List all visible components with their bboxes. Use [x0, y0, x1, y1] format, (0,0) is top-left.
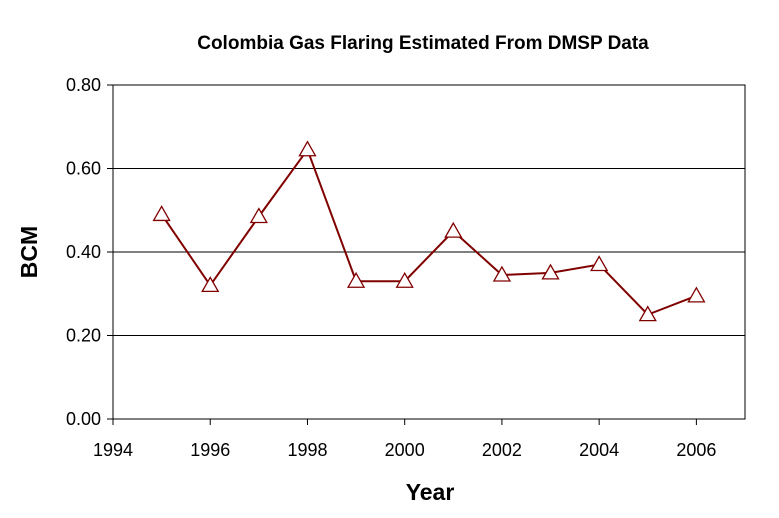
data-point-1999 — [346, 271, 366, 288]
data-point-1997 — [249, 207, 268, 224]
y-tick-label: 0.00 — [66, 409, 101, 429]
y-tick-label: 0.40 — [66, 242, 101, 262]
x-axis-title: Year — [406, 479, 455, 505]
y-axis-title: BCM — [16, 226, 42, 278]
data-point-2002 — [492, 265, 512, 282]
y-tick-label: 0.80 — [66, 75, 101, 95]
x-tick-label: 1994 — [93, 440, 133, 460]
x-tick-label: 1996 — [190, 440, 230, 460]
data-point-1996 — [201, 276, 220, 293]
y-tick-label: 0.60 — [66, 159, 101, 179]
x-tick-label: 2006 — [676, 440, 716, 460]
data-point-2001 — [444, 221, 463, 238]
x-tick-label: 1998 — [287, 440, 327, 460]
x-tick-label: 2002 — [482, 440, 522, 460]
data-point-2005 — [638, 305, 657, 322]
y-axis: 0.00 0.20 0.40 0.60 0.80 — [66, 75, 113, 429]
data-point-1995 — [152, 205, 171, 222]
data-point-2000 — [395, 271, 414, 288]
data-point-2006 — [687, 286, 706, 303]
x-tick-label: 2004 — [579, 440, 619, 460]
y-tick-label: 0.20 — [66, 326, 101, 346]
data-point-1998 — [298, 140, 317, 157]
chart-title: Colombia Gas Flaring Estimated From DMSP… — [197, 33, 649, 54]
x-tick-label: 2000 — [385, 440, 425, 460]
series-line — [160, 147, 697, 316]
data-point-2003 — [541, 263, 560, 280]
gridlines — [113, 168, 745, 336]
x-axis: 1994 1996 1998 2000 2002 2004 2006 — [93, 419, 716, 460]
series-markers — [152, 140, 706, 322]
data-point-2004 — [590, 255, 609, 272]
